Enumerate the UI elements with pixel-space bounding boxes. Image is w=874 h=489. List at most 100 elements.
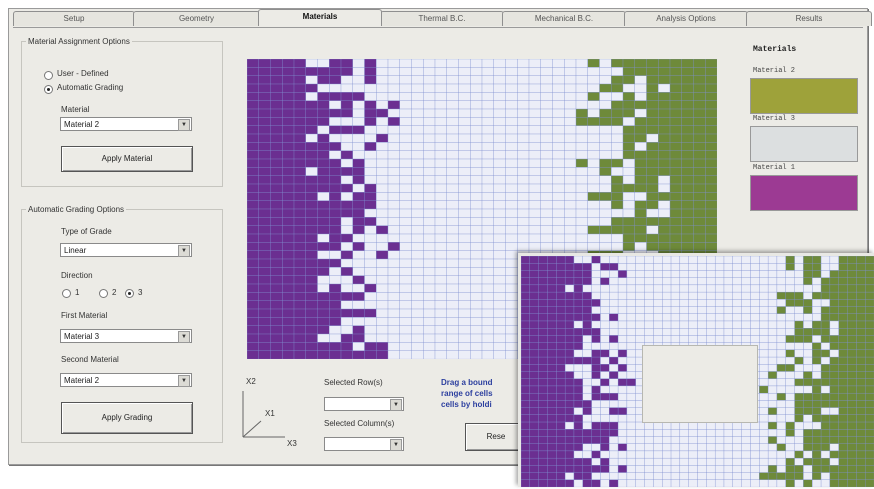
grid-cell[interactable] (670, 291, 681, 300)
grid-cell[interactable] (670, 443, 681, 452)
grid-cell[interactable] (705, 167, 718, 176)
grid-cell[interactable] (505, 267, 518, 276)
grid-cell[interactable] (662, 457, 672, 466)
grid-cell[interactable] (847, 378, 857, 387)
grid-cell[interactable] (538, 371, 548, 379)
grid-cell[interactable] (688, 284, 698, 293)
grid-cell[interactable] (529, 472, 539, 481)
grid-cell[interactable] (258, 117, 271, 126)
grid-cell[interactable] (635, 450, 645, 459)
grid-cell[interactable] (529, 342, 539, 351)
grid-cell[interactable] (376, 75, 389, 85)
grid-cell[interactable] (529, 407, 539, 416)
grid-cell[interactable] (340, 217, 354, 226)
grid-cell[interactable] (481, 325, 495, 335)
grid-cell[interactable] (520, 255, 531, 264)
grid-cell[interactable] (714, 284, 725, 293)
grid-cell[interactable] (693, 208, 706, 218)
grid-cell[interactable] (697, 306, 707, 315)
grid-cell[interactable] (838, 436, 848, 444)
grid-cell[interactable] (540, 167, 553, 176)
grid-cell[interactable] (411, 142, 424, 151)
grid-cell[interactable] (622, 133, 636, 143)
grid-cell[interactable] (481, 283, 495, 293)
grid-cell[interactable] (423, 100, 436, 110)
grid-cell[interactable] (493, 125, 506, 135)
grid-cell[interactable] (376, 300, 389, 310)
grid-cell[interactable] (600, 263, 610, 271)
grid-cell[interactable] (481, 300, 495, 310)
grid-cell[interactable] (529, 313, 539, 322)
grid-cell[interactable] (564, 457, 575, 466)
grid-cell[interactable] (611, 92, 624, 101)
grid-cell[interactable] (246, 175, 260, 185)
grid-cell[interactable] (847, 342, 857, 351)
grid-cell[interactable] (573, 479, 584, 488)
grid-cell[interactable] (587, 83, 600, 93)
grid-cell[interactable] (599, 92, 612, 101)
grid-cell[interactable] (759, 277, 769, 286)
grid-cell[interactable] (575, 225, 589, 235)
grid-cell[interactable] (246, 100, 260, 110)
grid-cell[interactable] (340, 350, 354, 360)
grid-cell[interactable] (609, 291, 619, 300)
grid-cell[interactable] (587, 125, 600, 135)
grid-cell[interactable] (847, 299, 857, 307)
grid-cell[interactable] (556, 479, 566, 488)
grid-cell[interactable] (364, 233, 377, 243)
grid-cell[interactable] (759, 429, 769, 437)
grid-cell[interactable] (864, 392, 874, 401)
grid-cell[interactable] (847, 392, 857, 401)
grid-cell[interactable] (587, 150, 600, 160)
grid-cell[interactable] (864, 277, 874, 286)
grid-cell[interactable] (411, 283, 424, 293)
grid-cell[interactable] (547, 450, 557, 459)
grid-cell[interactable] (340, 308, 354, 318)
grid-cell[interactable] (423, 342, 436, 351)
second-material-select[interactable]: Material 2 ▼ (60, 373, 192, 387)
grid-cell[interactable] (653, 429, 663, 437)
grid-cell[interactable] (246, 342, 260, 351)
grid-cell[interactable] (340, 325, 354, 335)
grid-cell[interactable] (723, 436, 734, 444)
grid-cell[interactable] (856, 277, 866, 286)
grid-cell[interactable] (767, 306, 778, 315)
grid-cell[interactable] (575, 100, 589, 110)
grid-cell[interactable] (626, 443, 636, 452)
grid-cell[interactable] (679, 421, 689, 430)
grid-cell[interactable] (423, 233, 436, 243)
grid-cell[interactable] (611, 142, 624, 151)
grid-cell[interactable] (600, 306, 610, 315)
grid-cell[interactable] (528, 183, 542, 193)
grid-cell[interactable] (552, 75, 565, 85)
grid-cell[interactable] (847, 414, 857, 423)
grid-cell[interactable] (681, 150, 694, 160)
grid-cell[interactable] (458, 258, 471, 268)
grid-cell[interactable] (529, 429, 539, 437)
grid-cell[interactable] (670, 472, 681, 481)
grid-cell[interactable] (376, 250, 389, 260)
grid-cell[interactable] (820, 255, 831, 264)
grid-cell[interactable] (282, 158, 295, 168)
grid-cell[interactable] (282, 208, 295, 218)
grid-cell[interactable] (582, 320, 592, 329)
grid-cell[interactable] (776, 356, 787, 365)
grid-cell[interactable] (776, 472, 787, 481)
grid-cell[interactable] (688, 291, 698, 300)
grid-cell[interactable] (681, 67, 694, 76)
grid-cell[interactable] (340, 283, 354, 293)
grid-cell[interactable] (573, 371, 584, 379)
grid-cell[interactable] (317, 283, 330, 293)
direction-1-radio[interactable] (62, 289, 71, 298)
grid-cell[interactable] (364, 208, 377, 218)
grid-cell[interactable] (759, 342, 769, 351)
grid-cell[interactable] (847, 479, 857, 488)
grid-cell[interactable] (662, 277, 672, 286)
grid-cell[interactable] (529, 291, 539, 300)
grid-cell[interactable] (575, 142, 589, 151)
grid-cell[interactable] (681, 208, 694, 218)
grid-cell[interactable] (528, 92, 542, 101)
grid-cell[interactable] (505, 233, 518, 243)
grid-cell[interactable] (611, 150, 624, 160)
grid-cell[interactable] (599, 208, 612, 218)
